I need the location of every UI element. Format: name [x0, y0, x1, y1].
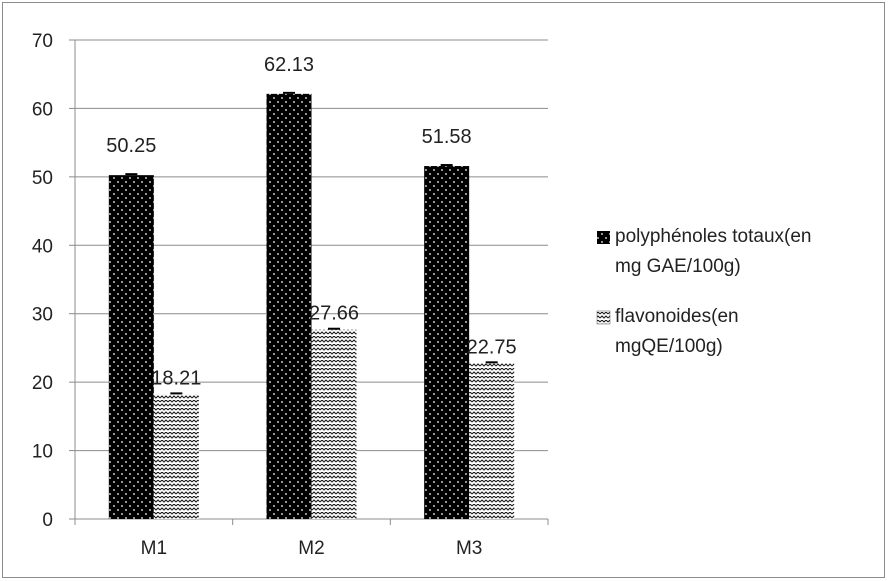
data-label: 18.21: [151, 367, 201, 389]
bar-series2: [469, 363, 515, 519]
bar-series1: [108, 175, 154, 519]
data-label: 27.66: [309, 303, 359, 325]
bars: [108, 91, 515, 520]
data-label: 22.75: [467, 336, 517, 358]
data-label: 62.13: [264, 54, 314, 76]
y-tick-label: 70: [32, 31, 53, 52]
legend-label: mgQE/100g): [615, 336, 723, 357]
legend: polyphénoles totaux(en mg GAE/100g) flavon…: [596, 226, 811, 357]
legend-swatch-series2: [596, 310, 611, 325]
legend-swatch-series1: [597, 231, 610, 244]
y-tick-label: 60: [32, 99, 53, 120]
y-tick-label: 20: [32, 373, 53, 394]
legend-label: flavonoides(en: [615, 306, 739, 327]
y-tick-label: 10: [32, 442, 53, 463]
bar-series2: [311, 329, 357, 519]
bar-series1: [424, 166, 470, 520]
y-tick-label: 0: [42, 510, 53, 531]
x-tick-label: M1: [141, 538, 167, 559]
data-labels: 50.25 62.13 51.58 18.21 27.66 22.75: [106, 54, 516, 390]
x-tick-label: M3: [456, 538, 482, 559]
bar-series2: [153, 394, 199, 519]
y-tick-label: 30: [32, 305, 53, 326]
x-tick-label: M2: [298, 538, 324, 559]
y-tick-label: 50: [32, 168, 53, 189]
bar-series1: [266, 93, 312, 520]
axes: 0 10 20 30 40 50 60 70 M1 M2 M3: [32, 31, 549, 559]
data-label: 50.25: [106, 135, 156, 157]
data-label: 51.58: [422, 126, 472, 148]
y-tick-label: 40: [32, 236, 53, 257]
legend-label: polyphénoles totaux(en: [615, 226, 811, 247]
legend-label: mg GAE/100g): [615, 256, 741, 277]
